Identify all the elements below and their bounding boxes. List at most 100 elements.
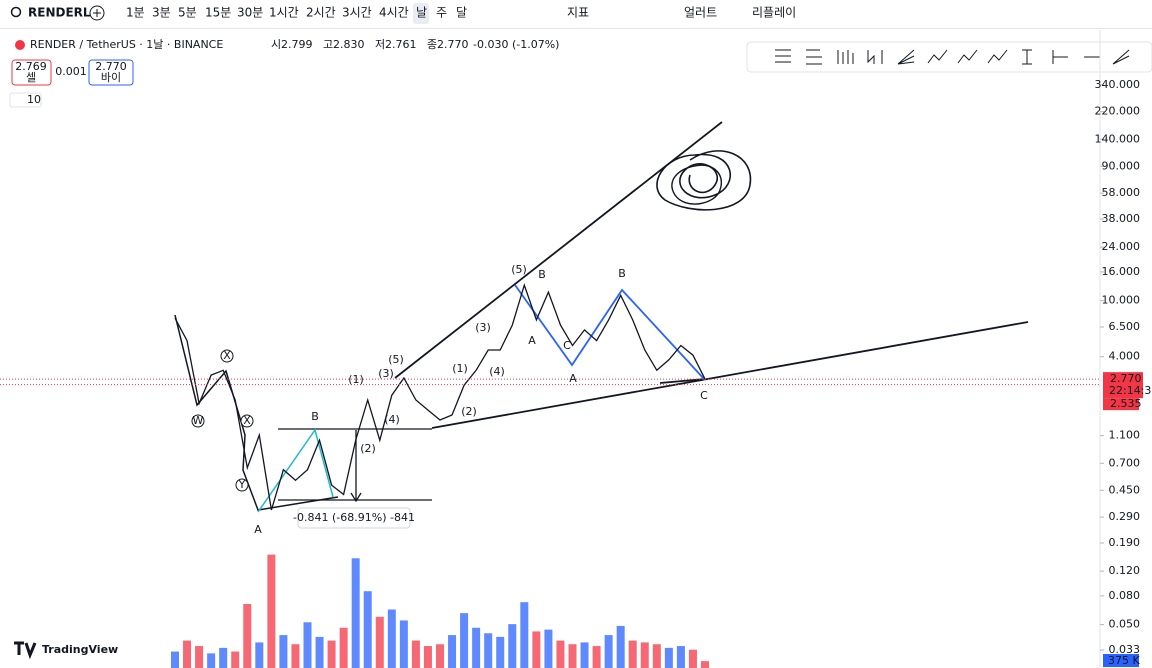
- volume-bar: [604, 635, 613, 668]
- ohlc-label: 저: [375, 38, 385, 51]
- add-symbol-icon[interactable]: [89, 5, 105, 21]
- interval-button[interactable]: 30분: [237, 6, 263, 20]
- interval-button[interactable]: 주: [436, 6, 447, 20]
- volume-bar: [315, 636, 324, 668]
- indicator-toggle[interactable]: [9, 92, 42, 108]
- volume-bar: [436, 644, 444, 668]
- volume-bar: [363, 591, 372, 668]
- brand: TradingView: [42, 643, 118, 656]
- volume-bar: [460, 613, 469, 668]
- wave-label: (2): [461, 405, 477, 418]
- ohlc-value: 2.770: [437, 38, 469, 51]
- last-price-tag: [1103, 372, 1143, 399]
- interval-button[interactable]: 1시간: [269, 6, 299, 20]
- volume-bar: [472, 627, 481, 668]
- y-tick-label: 90.000: [1102, 159, 1141, 172]
- volume-bar: [231, 651, 240, 668]
- interval-button[interactable]: 4시간: [379, 6, 409, 20]
- abc-pattern: [257, 428, 334, 513]
- symbol-logo: [15, 40, 25, 50]
- search-icon: [10, 6, 22, 18]
- countdown: 22:14:37: [1109, 384, 1152, 397]
- drawings: [174, 121, 1029, 511]
- interval-button[interactable]: 15분: [205, 6, 231, 20]
- y-tick-label: 0.700: [1109, 456, 1141, 469]
- symbol-search[interactable]: RENDERL: [28, 6, 91, 20]
- interval-button[interactable]: 3분: [152, 6, 171, 20]
- y-tick-label: 0.450: [1109, 483, 1141, 496]
- y-tick-label: 10.000: [1102, 294, 1141, 307]
- wave-label: C: [563, 339, 571, 352]
- y-tick-label: 0.120: [1109, 564, 1141, 577]
- interval-button[interactable]: 2시간: [306, 6, 336, 20]
- interval-button[interactable]: 1분: [126, 6, 145, 20]
- wave-label: (4): [384, 413, 400, 426]
- volume-bar: [327, 640, 336, 668]
- spread: 0.001: [55, 65, 87, 78]
- sell-label: 셀: [26, 71, 36, 84]
- plus: [93, 9, 101, 17]
- interval-button[interactable]: 날: [416, 6, 427, 20]
- volume-bar: [580, 642, 589, 668]
- y-tick-label: 0.080: [1109, 589, 1141, 602]
- measure-label: -0.841 (-68.91%) -841: [293, 511, 415, 524]
- wave-label: (3): [475, 321, 491, 334]
- volume-bar: [676, 646, 685, 668]
- prev-price-label: 2.535: [1110, 397, 1142, 410]
- volume-bar: [207, 653, 216, 668]
- volume-bar: [616, 625, 625, 668]
- volume-label: 375 K: [1108, 654, 1140, 667]
- volume-bar: [701, 661, 709, 668]
- indicators-button[interactable]: 지표: [567, 6, 589, 20]
- volume-bar: [688, 649, 697, 668]
- wave-label: X: [223, 349, 231, 362]
- volume-bar: [496, 636, 505, 668]
- brand-logo: [14, 641, 37, 660]
- wave-label: B: [538, 268, 546, 281]
- wave-label: (5): [388, 353, 404, 366]
- y-tick-label: 24.000: [1102, 240, 1141, 253]
- buy-price: 2.770: [95, 60, 127, 73]
- y-tick-label: 220.000: [1095, 105, 1141, 118]
- wave-label: (1): [452, 362, 468, 375]
- volume-bar: [640, 642, 649, 668]
- y-tick-label: 58.000: [1102, 186, 1141, 199]
- replay-button[interactable]: 리플레이: [752, 6, 796, 20]
- sell-price: 2.769: [15, 60, 47, 73]
- volume-bar: [628, 640, 637, 668]
- wave-circle: [235, 478, 249, 492]
- alert-button[interactable]: 얼러트: [684, 6, 717, 20]
- volume-bar: [291, 644, 300, 668]
- wave-circle: [240, 414, 254, 428]
- interval-button[interactable]: 달: [456, 6, 467, 20]
- buy-label: 바이: [101, 71, 121, 84]
- ohlc-value: 2.830: [333, 38, 365, 51]
- volume-bar: [508, 624, 517, 668]
- wave-circle: [220, 349, 234, 363]
- drawing-tools[interactable]: [775, 49, 1130, 65]
- y-tick-label: 6.500: [1109, 320, 1141, 333]
- y-tick-label: 0.033: [1109, 643, 1141, 656]
- wave-label: (4): [489, 365, 505, 378]
- wave-circle: [191, 414, 205, 428]
- active-interval-bg: [413, 3, 429, 24]
- price-line: [174, 282, 706, 511]
- volume-bar: [411, 640, 420, 668]
- wave-label: B: [311, 410, 319, 423]
- y-tick-label: 4.000: [1109, 350, 1141, 363]
- sell-button[interactable]: [11, 59, 52, 86]
- measure-box: [297, 507, 411, 529]
- volume-bar: [399, 620, 408, 668]
- interval-button[interactable]: 3시간: [342, 6, 372, 20]
- wave-label: X: [243, 414, 251, 427]
- y-tick-label: 0.190: [1109, 536, 1141, 549]
- volume-bar: [448, 635, 457, 668]
- drawing-toolbar: [746, 41, 1152, 73]
- buy-button[interactable]: [88, 59, 134, 86]
- wave-label: (5): [511, 263, 527, 276]
- interval-button[interactable]: 5분: [178, 6, 197, 20]
- volume-bar: [195, 646, 204, 668]
- volume-bar: [303, 622, 312, 668]
- wave-label: Y: [238, 478, 246, 491]
- symbol-title: RENDER / TetherUS · 1날 · BINANCE: [30, 38, 223, 51]
